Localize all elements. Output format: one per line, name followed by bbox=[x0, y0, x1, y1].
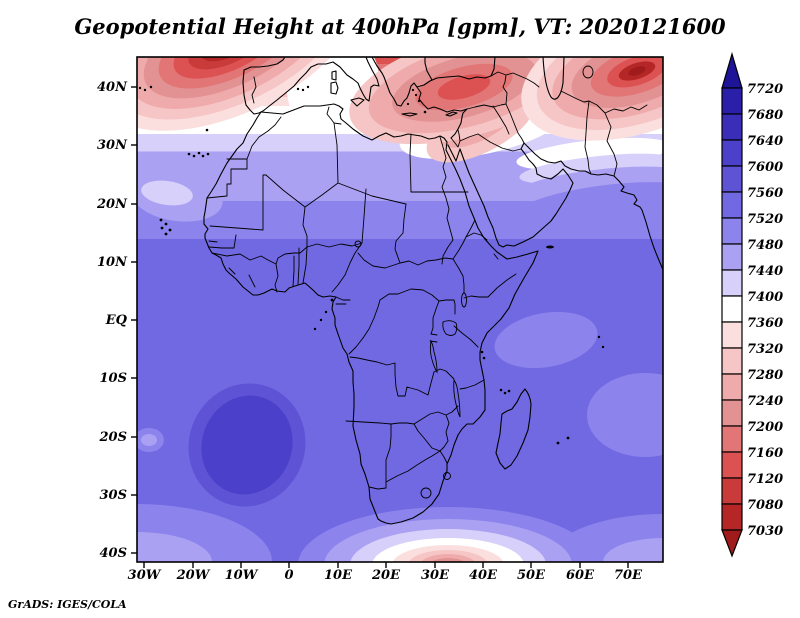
colorbar-segment bbox=[721, 165, 743, 193]
colorbar-label: 7240 bbox=[747, 394, 783, 409]
y-tick-label: 30N bbox=[97, 138, 128, 153]
colorbar-legend: 7720 7680 7640 7600 7560 7520 7480 7440 7400 7360… bbox=[721, 51, 783, 558]
colorbar-segment bbox=[721, 399, 743, 427]
y-tick-label: 10N bbox=[97, 255, 128, 270]
trough-anatolia bbox=[349, 57, 579, 163]
colorbar-label: 7120 bbox=[747, 472, 783, 487]
x-tick-label: 30W bbox=[128, 568, 162, 583]
colorbar-segment bbox=[721, 191, 743, 219]
trough-ne-atlantic bbox=[137, 57, 360, 131]
colorbar-segment bbox=[721, 243, 743, 271]
ridge-south-atlantic bbox=[188, 383, 306, 507]
colorbar-label: 7360 bbox=[747, 316, 783, 331]
colorbar-segment bbox=[721, 373, 743, 401]
map-frame bbox=[136, 56, 664, 563]
x-tick-label: 10E bbox=[324, 568, 353, 583]
y-tick-label: 20N bbox=[96, 197, 128, 212]
y-tick-label: 30S bbox=[100, 488, 127, 503]
colorbar-segment bbox=[721, 503, 743, 531]
colorbar-label: 7560 bbox=[747, 186, 783, 201]
colorbar-label: 7640 bbox=[747, 134, 783, 149]
country-borders bbox=[206, 71, 648, 499]
colorbar-segment bbox=[721, 347, 743, 375]
coastlines bbox=[138, 57, 663, 525]
contour-field bbox=[137, 57, 663, 562]
colorbar-label: 7030 bbox=[747, 524, 783, 539]
map-plot: 30W 20W 10W 0 10E 20E 30E 40E 50E 60E 70E 40N 30N 20… bbox=[96, 56, 664, 583]
y-axis: 40N 30N 20N 10N EQ 10S 20S 30S 40S bbox=[96, 80, 137, 561]
colorbar-segment bbox=[721, 295, 743, 323]
colorbar-segment bbox=[721, 87, 743, 115]
colorbar-label: 7440 bbox=[747, 264, 783, 279]
page-title: Geopotential Height at 400hPa [gpm], VT:… bbox=[74, 14, 726, 39]
small-islands bbox=[138, 85, 605, 445]
colorbar-label: 7480 bbox=[747, 238, 783, 253]
x-tick-label: 20E bbox=[371, 568, 401, 583]
colorbar-segment bbox=[721, 139, 743, 167]
y-tick-label: 10S bbox=[100, 371, 127, 386]
x-tick-label: 50E bbox=[517, 568, 546, 583]
colorbar-label: 7080 bbox=[747, 498, 783, 513]
nile-river bbox=[439, 136, 454, 265]
x-axis: 30W 20W 10W 0 10E 20E 30E 40E 50E 60E 70E bbox=[128, 562, 643, 583]
x-tick-label: 40E bbox=[469, 568, 498, 583]
colorbar-segment bbox=[721, 477, 743, 505]
x-tick-label: 20W bbox=[176, 568, 211, 583]
colorbar-segment bbox=[721, 425, 743, 453]
low-south-of-africa bbox=[298, 507, 598, 562]
x-tick-label: 70E bbox=[614, 568, 643, 583]
colorbar-arrow-top bbox=[721, 51, 743, 89]
colorbar-label: 7280 bbox=[747, 368, 783, 383]
x-tick-label: 60E bbox=[566, 568, 595, 583]
colorbar-label: 7520 bbox=[747, 212, 783, 227]
colorbar-label: 7320 bbox=[747, 342, 783, 357]
colorbar-label: 7200 bbox=[747, 420, 783, 435]
grads-credit: GrADS: IGES/COLA bbox=[8, 598, 127, 611]
y-tick-label: 20S bbox=[99, 430, 127, 445]
x-tick-label: 30E bbox=[421, 568, 450, 583]
colorbar-segment bbox=[721, 217, 743, 245]
colorbar-label: 7600 bbox=[747, 160, 783, 175]
x-tick-label: 10W bbox=[225, 568, 259, 583]
colorbar-label: 7680 bbox=[747, 108, 783, 123]
y-tick-label: 40N bbox=[97, 80, 128, 95]
colorbar-segment bbox=[721, 269, 743, 297]
colorbar-segment bbox=[721, 321, 743, 349]
colorbar-label: 7720 bbox=[747, 82, 783, 97]
colorbar-arrow-bottom bbox=[721, 529, 743, 558]
y-tick-label: 40S bbox=[100, 546, 127, 561]
trough-central-asia bbox=[521, 57, 663, 141]
colorbar-segment bbox=[721, 113, 743, 141]
colorbar-label: 7160 bbox=[747, 446, 783, 461]
colorbar-label: 7400 bbox=[747, 290, 783, 305]
colorbar-segment bbox=[721, 451, 743, 479]
y-tick-label: EQ bbox=[105, 313, 128, 328]
x-tick-label: 0 bbox=[284, 568, 293, 583]
